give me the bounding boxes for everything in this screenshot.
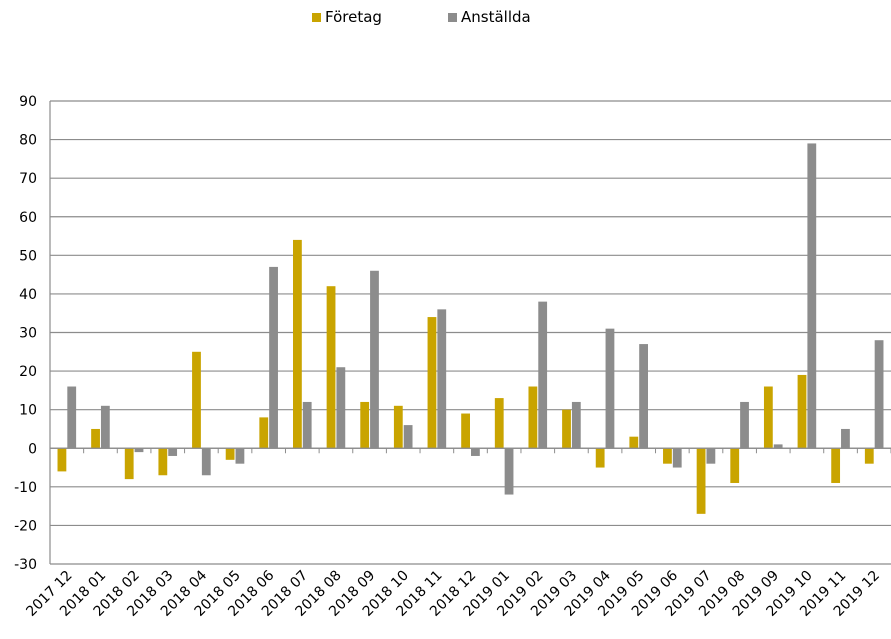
bar-anstallda bbox=[134, 448, 144, 453]
y-tick-label: -20 bbox=[14, 518, 37, 534]
y-tick-label: 70 bbox=[19, 171, 37, 187]
bar-foretag bbox=[797, 374, 807, 449]
legend-label-foretag: Företag bbox=[325, 8, 382, 26]
bar-anstallda bbox=[605, 328, 615, 449]
bar-anstallda bbox=[639, 344, 648, 449]
bar-foretag bbox=[225, 448, 235, 460]
bar-anstallda bbox=[807, 143, 817, 449]
bar-anstallda bbox=[235, 448, 245, 464]
bar-anstallda bbox=[370, 270, 379, 449]
y-tick-label: 90 bbox=[19, 94, 37, 110]
bar-foretag bbox=[763, 386, 773, 449]
bar-foretag bbox=[528, 386, 538, 449]
legend-swatch-foretag bbox=[312, 12, 321, 22]
bar-anstallda bbox=[504, 448, 514, 495]
bar-anstallda bbox=[471, 448, 480, 456]
bar-anstallda bbox=[269, 266, 278, 449]
bar-anstallda bbox=[168, 448, 178, 456]
y-tick-label: 30 bbox=[19, 326, 37, 342]
bar-foretag bbox=[696, 448, 706, 514]
bar-foretag bbox=[192, 351, 201, 449]
y-tick-label: -30 bbox=[14, 557, 37, 573]
bar-foretag bbox=[158, 448, 168, 476]
bar-anstallda bbox=[841, 428, 850, 449]
y-tick-label: 60 bbox=[19, 210, 37, 226]
bar-anstallda bbox=[437, 309, 447, 449]
bar-anstallda bbox=[403, 425, 413, 449]
legend-item-foretag: Företag bbox=[312, 8, 382, 26]
bar-anstallda bbox=[706, 448, 716, 464]
bar-foretag bbox=[293, 239, 302, 449]
bar-foretag bbox=[360, 401, 370, 449]
bar-foretag bbox=[663, 448, 672, 464]
bar-anstallda bbox=[100, 405, 110, 449]
bar-foretag bbox=[461, 413, 470, 449]
y-tick-label: 50 bbox=[19, 248, 37, 264]
bar-foretag bbox=[595, 448, 605, 468]
bar-foretag bbox=[124, 448, 134, 480]
bar-foretag bbox=[393, 405, 403, 449]
y-tick-label: 20 bbox=[19, 364, 37, 380]
bar-anstallda bbox=[67, 386, 77, 449]
bar-foretag bbox=[91, 428, 100, 449]
y-tick-label: 10 bbox=[19, 403, 37, 419]
bar-anstallda bbox=[538, 301, 548, 449]
bar-foretag bbox=[831, 448, 841, 483]
bar-foretag bbox=[427, 317, 437, 449]
bar-foretag bbox=[562, 409, 571, 449]
bar-foretag bbox=[57, 448, 67, 472]
bar-foretag bbox=[730, 448, 740, 483]
y-tick-label: 0 bbox=[28, 441, 37, 457]
bar-anstallda bbox=[672, 448, 682, 468]
bar-anstallda bbox=[336, 367, 346, 449]
bar-anstallda bbox=[302, 401, 312, 449]
y-tick-label: 40 bbox=[19, 287, 37, 303]
bar-foretag bbox=[864, 448, 874, 464]
bar-anstallda bbox=[773, 444, 783, 449]
bar-foretag bbox=[326, 286, 336, 449]
legend-swatch-anstallda bbox=[448, 12, 457, 22]
y-tick-label: 80 bbox=[19, 133, 37, 149]
bar-foretag bbox=[494, 398, 504, 449]
legend-item-anstallda: Anställda bbox=[448, 8, 531, 26]
bar-anstallda bbox=[201, 448, 211, 476]
bar-foretag bbox=[259, 417, 269, 449]
y-tick-label: -10 bbox=[14, 480, 37, 496]
legend-label-anstallda: Anställda bbox=[461, 8, 531, 26]
bar-anstallda bbox=[874, 340, 884, 449]
bar-foretag bbox=[629, 436, 639, 449]
bar-anstallda bbox=[571, 401, 581, 449]
chart-legend: Företag Anställda bbox=[0, 8, 891, 32]
bar-anstallda bbox=[740, 401, 749, 449]
